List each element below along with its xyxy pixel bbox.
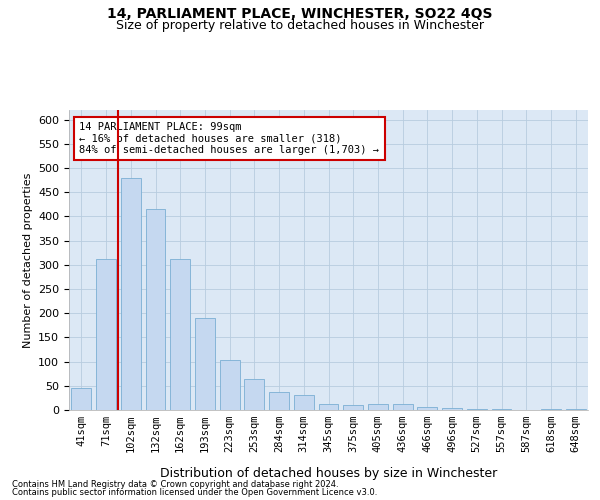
Bar	[541, 408, 561, 410]
Bar	[96, 258, 116, 410]
Text: Contains HM Land Registry data © Crown copyright and database right 2024.: Contains HM Land Registry data © Crown c…	[12, 480, 338, 489]
Bar	[269, 392, 289, 410]
Bar	[319, 404, 338, 410]
Text: 14, PARLIAMENT PLACE, WINCHESTER, SO22 4QS: 14, PARLIAMENT PLACE, WINCHESTER, SO22 4…	[107, 8, 493, 22]
Text: Contains public sector information licensed under the Open Government Licence v3: Contains public sector information licen…	[12, 488, 377, 497]
Text: Distribution of detached houses by size in Winchester: Distribution of detached houses by size …	[160, 467, 497, 480]
Bar	[343, 405, 363, 410]
Bar	[244, 378, 264, 410]
Bar	[467, 408, 487, 410]
Bar	[393, 404, 413, 410]
Text: 14 PARLIAMENT PLACE: 99sqm
← 16% of detached houses are smaller (318)
84% of sem: 14 PARLIAMENT PLACE: 99sqm ← 16% of deta…	[79, 122, 379, 155]
Bar	[121, 178, 140, 410]
Y-axis label: Number of detached properties: Number of detached properties	[23, 172, 32, 348]
Bar	[442, 408, 462, 410]
Bar	[294, 396, 314, 410]
Bar	[195, 318, 215, 410]
Bar	[566, 408, 586, 410]
Bar	[170, 258, 190, 410]
Bar	[418, 406, 437, 410]
Bar	[220, 360, 239, 410]
Bar	[491, 408, 511, 410]
Bar	[368, 404, 388, 410]
Bar	[71, 388, 91, 410]
Text: Size of property relative to detached houses in Winchester: Size of property relative to detached ho…	[116, 19, 484, 32]
Bar	[146, 209, 166, 410]
